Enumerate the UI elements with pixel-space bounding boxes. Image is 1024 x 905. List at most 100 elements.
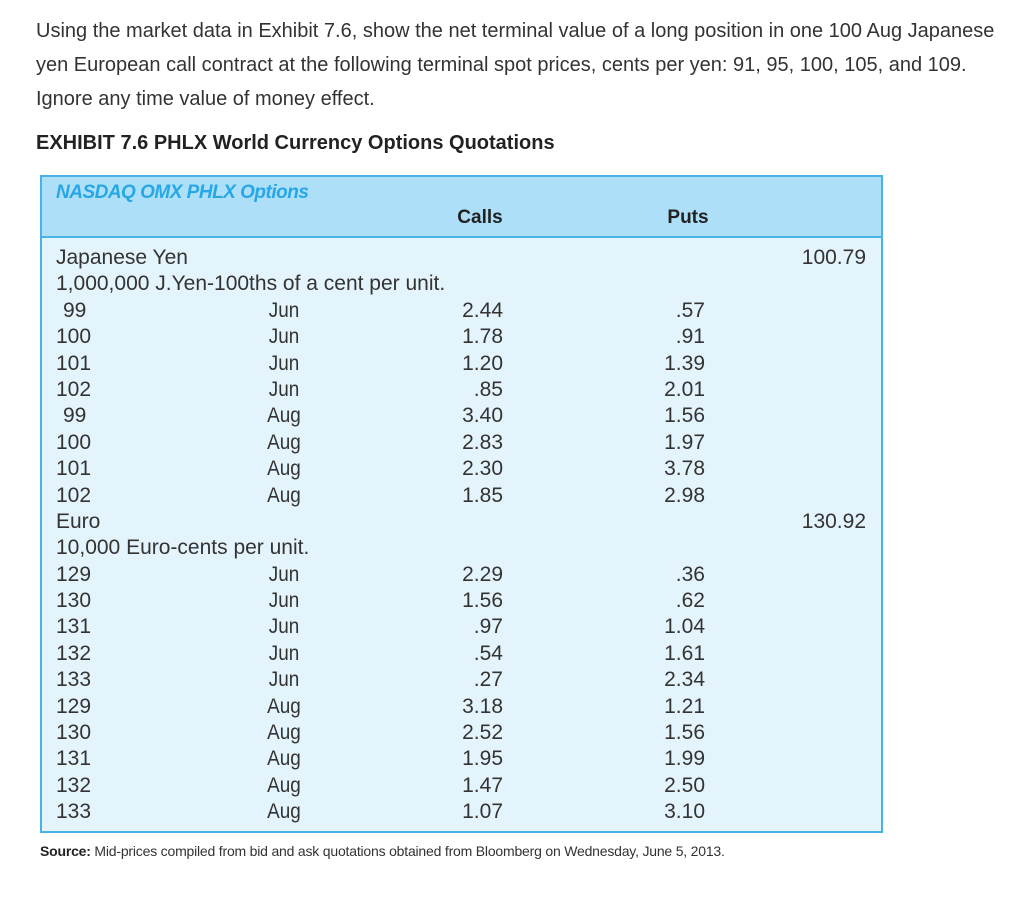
put-price: 1.39 xyxy=(664,351,705,375)
put-price: 2.98 xyxy=(664,483,705,507)
strike-price: 100 xyxy=(56,430,92,454)
question-text: Using the market data in Exhibit 7.6, sh… xyxy=(36,20,995,110)
strike-price: 131 xyxy=(56,747,92,771)
strike-price: 129 xyxy=(56,694,92,718)
table-row: 102 Jun .85 2.01 xyxy=(42,377,881,403)
expiry-month: Aug xyxy=(267,747,301,771)
call-price: 1.56 xyxy=(462,589,503,613)
put-price: 1.61 xyxy=(664,641,705,665)
table-row: 101 Jun 1.20 1.39 xyxy=(42,351,881,377)
call-price: 1.20 xyxy=(462,351,503,375)
put-price: 1.99 xyxy=(664,747,705,771)
strike-price: 101 xyxy=(56,351,92,375)
call-price: 2.30 xyxy=(462,457,503,481)
call-price: 3.40 xyxy=(462,404,503,428)
table-row: 132 Jun .54 1.61 xyxy=(42,641,881,667)
expiry-month: Jun xyxy=(268,325,300,349)
table-header: NASDAQ OMX PHLX Options Calls Puts xyxy=(42,177,881,238)
source-label: Source: xyxy=(40,843,91,859)
put-price: 1.04 xyxy=(664,615,705,639)
call-price: 2.52 xyxy=(462,721,503,745)
expiry-month: Jun xyxy=(268,562,300,586)
currency-name: Japanese Yen xyxy=(56,246,188,269)
table-row: 130 Jun 1.56 .62 xyxy=(42,588,881,614)
call-price: 1.47 xyxy=(462,773,503,797)
table-row: 131 Jun .97 1.04 xyxy=(42,614,881,640)
calls-header: Calls xyxy=(457,207,503,228)
put-price: 1.56 xyxy=(664,404,705,428)
strike-price: 102 xyxy=(56,377,92,401)
put-price: .91 xyxy=(675,325,705,349)
unit-row: 1,000,000 J.Yen-100ths of a cent per uni… xyxy=(42,271,881,297)
call-price: .85 xyxy=(473,377,503,401)
call-price: 1.85 xyxy=(462,483,503,507)
strike-price: 99 xyxy=(63,298,87,322)
expiry-month: Aug xyxy=(267,457,301,481)
strike-price: 130 xyxy=(56,721,92,745)
strike-price: 101 xyxy=(56,457,92,481)
table-row: 129 Jun 2.29 .36 xyxy=(42,562,881,588)
put-price: 1.21 xyxy=(664,694,705,718)
expiry-month: Jun xyxy=(268,615,300,639)
puts-header: Puts xyxy=(667,207,709,228)
call-price: 2.29 xyxy=(462,562,503,586)
table-row: 100 Jun 1.78 .91 xyxy=(42,324,881,350)
table-row: 133 Aug 1.07 3.10 xyxy=(42,799,881,825)
expiry-month: Jun xyxy=(268,298,300,322)
spot-price: 100.79 xyxy=(801,246,866,269)
contract-unit: 1,000,000 J.Yen-100ths of a cent per uni… xyxy=(56,272,446,296)
source-text: Mid-prices compiled from bid and ask quo… xyxy=(90,843,725,859)
table-row: 132 Aug 1.47 2.50 xyxy=(42,773,881,799)
source-note: Source: Mid-prices compiled from bid and… xyxy=(40,843,725,859)
call-price: 1.07 xyxy=(462,800,503,824)
strike-price: 100 xyxy=(56,325,92,349)
put-price: 3.78 xyxy=(664,457,705,481)
table-row: 102 Aug 1.85 2.98 xyxy=(42,483,881,509)
expiry-month: Jun xyxy=(268,589,300,613)
expiry-month: Aug xyxy=(267,721,301,745)
call-price: 1.95 xyxy=(462,747,503,771)
expiry-month: Aug xyxy=(267,800,301,824)
expiry-month: Jun xyxy=(268,668,300,692)
strike-price: 130 xyxy=(56,589,92,613)
call-price: 2.44 xyxy=(462,298,503,322)
expiry-month: Aug xyxy=(267,404,301,428)
put-price: 2.34 xyxy=(664,668,705,692)
put-price: 1.97 xyxy=(664,430,705,454)
call-price: 3.18 xyxy=(462,694,503,718)
expiry-month: Aug xyxy=(267,773,301,797)
table-row: 131 Aug 1.95 1.99 xyxy=(42,746,881,772)
table-row: 100 Aug 2.83 1.97 xyxy=(42,430,881,456)
table-body: Japanese Yen 100.79 1,000,000 J.Yen-100ths… xyxy=(42,245,881,826)
expiry-month: Jun xyxy=(268,351,300,375)
put-price: .62 xyxy=(675,589,705,613)
currency-row: Euro 130.92 xyxy=(42,509,881,535)
expiry-month: Jun xyxy=(268,641,300,665)
strike-price: 99 xyxy=(63,404,87,428)
put-price: .36 xyxy=(675,562,705,586)
put-price: 3.10 xyxy=(664,800,705,824)
table-row: 129 Aug 3.18 1.21 xyxy=(42,694,881,720)
put-price: 2.50 xyxy=(664,773,705,797)
currency-row: Japanese Yen 100.79 xyxy=(42,245,881,271)
call-price: 2.83 xyxy=(462,430,503,454)
expiry-month: Jun xyxy=(268,377,300,401)
currency-name: Euro xyxy=(56,509,101,533)
strike-price: 132 xyxy=(56,773,92,797)
strike-price: 129 xyxy=(56,562,92,586)
call-price: .27 xyxy=(473,668,503,692)
table-row: 101 Aug 2.30 3.78 xyxy=(42,456,881,482)
strike-price: 133 xyxy=(56,668,92,692)
table-row: 133 Jun .27 2.34 xyxy=(42,667,881,693)
put-price: 1.56 xyxy=(664,721,705,745)
expiry-month: Aug xyxy=(267,430,301,454)
call-price: .54 xyxy=(473,641,503,665)
table-brand: NASDAQ OMX PHLX Options xyxy=(56,182,309,203)
call-price: .97 xyxy=(473,615,503,639)
strike-price: 131 xyxy=(56,615,92,639)
strike-price: 132 xyxy=(56,641,92,665)
put-price: .57 xyxy=(675,298,705,322)
table-row: 99 Jun 2.44 .57 xyxy=(42,298,881,324)
expiry-month: Aug xyxy=(267,483,301,507)
exhibit-title: EXHIBIT 7.6 PHLX World Currency Options … xyxy=(36,132,555,154)
